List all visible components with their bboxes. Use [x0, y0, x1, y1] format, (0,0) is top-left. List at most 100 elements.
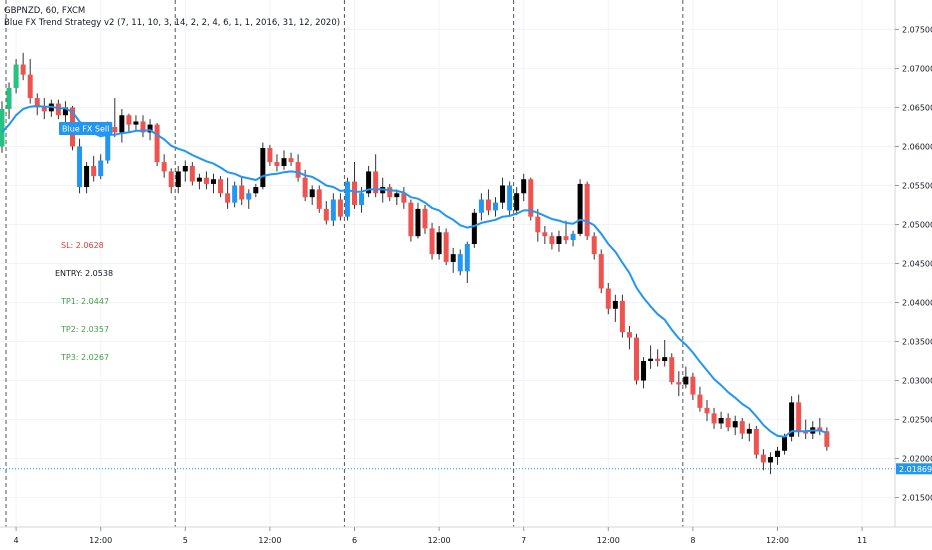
candle-body [415, 208, 421, 237]
candle-body [302, 177, 308, 198]
candle-body [34, 98, 40, 108]
candle-body [295, 162, 301, 178]
candle [528, 177, 534, 221]
candle [211, 173, 216, 194]
candle-body [0, 109, 5, 147]
candle [337, 193, 343, 221]
candle-body [246, 193, 252, 200]
candle-body [41, 107, 47, 112]
candle-body [535, 216, 541, 233]
candle-body [697, 394, 703, 408]
candle-body [288, 158, 294, 163]
x-tick-label: 12:00 [258, 536, 281, 545]
candle [239, 176, 245, 205]
candle-body [175, 171, 181, 188]
candle-body [260, 148, 266, 188]
candle [323, 201, 329, 225]
entry-label: ENTRY: 2.0538 [55, 269, 113, 278]
candle [739, 418, 745, 440]
candle-body [767, 457, 773, 463]
ema-line [1, 104, 828, 438]
candle [6, 82, 12, 120]
candle-body [394, 193, 400, 198]
candle-body [528, 179, 534, 217]
candle [464, 241, 470, 284]
candle [803, 419, 809, 440]
candle-body [408, 202, 414, 237]
stop-loss-label: SL: 2.0628 [61, 241, 104, 250]
candle [401, 187, 407, 209]
candle [662, 339, 668, 367]
y-tick-label: 2.04500 [902, 260, 932, 269]
x-tick-label: 12:00 [428, 536, 451, 545]
candle [612, 294, 618, 323]
candle-body [690, 376, 696, 395]
candle-body [330, 199, 336, 221]
candle [704, 400, 710, 422]
price-badge-text: 2.01869 [899, 465, 932, 474]
x-tick-label: 4 [14, 536, 19, 545]
candle [91, 155, 97, 182]
candle [415, 202, 421, 239]
candle [598, 249, 604, 294]
candle-body [225, 193, 231, 203]
candle [760, 449, 766, 471]
candle [648, 345, 654, 369]
candle-body [218, 179, 224, 194]
candle [471, 208, 477, 248]
candle [182, 160, 188, 182]
candle-body [775, 450, 780, 458]
candle-body [782, 436, 788, 451]
candle-body [182, 165, 188, 172]
candle [570, 230, 576, 247]
candle [732, 415, 738, 436]
candle-body [803, 431, 809, 434]
candle [535, 208, 541, 242]
candle-body [352, 181, 357, 205]
y-tick-label: 2.05000 [902, 220, 932, 229]
candle-body [584, 183, 590, 237]
candle-body [316, 189, 322, 209]
candle-body [203, 177, 209, 184]
candle-body [718, 418, 724, 424]
y-tick-label: 2.06000 [902, 142, 932, 151]
candle [711, 407, 717, 429]
candle-body [77, 146, 83, 188]
candle [655, 349, 661, 367]
candle-body [161, 162, 167, 172]
candle [669, 353, 675, 385]
candle [549, 232, 555, 250]
candle-body [789, 402, 795, 437]
candle [521, 173, 527, 202]
candle-body [154, 124, 160, 163]
candle-body [556, 236, 562, 244]
candle [0, 101, 5, 153]
candle-body [253, 187, 259, 194]
candle-body [119, 115, 125, 133]
candle [232, 181, 238, 208]
candle [126, 113, 132, 133]
candle-body [232, 185, 238, 203]
price-axis[interactable]: 2.01500 2.02000 2.02500 2.03000 2.03500 2.040… [895, 25, 932, 503]
time-axis[interactable]: 4 12:00 5 12:00 6 12:00 7 12:00 8 12:00 11 [14, 527, 868, 545]
candle [626, 325, 632, 350]
candle-body [739, 421, 745, 434]
candles [0, 52, 830, 475]
candle [683, 366, 689, 389]
candle-body [634, 337, 639, 381]
candle-body [683, 376, 689, 385]
candle-body [598, 254, 604, 289]
candle [168, 168, 174, 194]
y-tick-label: 2.07000 [902, 64, 932, 73]
candle-body [126, 115, 132, 125]
candle-body [281, 158, 287, 166]
ema-polyline [1, 104, 828, 438]
candle-body [20, 64, 26, 75]
candle [366, 165, 372, 198]
candle [267, 144, 273, 166]
candle [775, 446, 780, 465]
candle [556, 230, 562, 252]
x-tick-label: 12:00 [766, 536, 789, 545]
indicator-legend[interactable]: Blue FX Trend Strategy v2 (7, 11, 10, 3,… [4, 18, 340, 28]
